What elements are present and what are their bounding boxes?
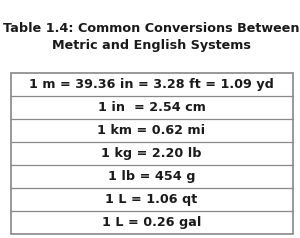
Text: Table 1.4: Common Conversions Between
Metric and English Systems: Table 1.4: Common Conversions Between Me… [3,22,300,52]
Bar [11,73,292,234]
Text: 1 L = 1.06 qt: 1 L = 1.06 qt [105,193,198,206]
Text: 1 kg = 2.20 lb: 1 kg = 2.20 lb [101,147,202,160]
Text: 1 L = 0.26 gal: 1 L = 0.26 gal [102,216,201,229]
Text: 1 lb = 454 g: 1 lb = 454 g [108,170,195,183]
Text: 1 in  = 2.54 cm: 1 in = 2.54 cm [98,101,206,114]
Text: 1 m = 39.36 in = 3.28 ft = 1.09 yd: 1 m = 39.36 in = 3.28 ft = 1.09 yd [29,78,274,91]
Text: 1 km = 0.62 mi: 1 km = 0.62 mi [98,124,206,137]
